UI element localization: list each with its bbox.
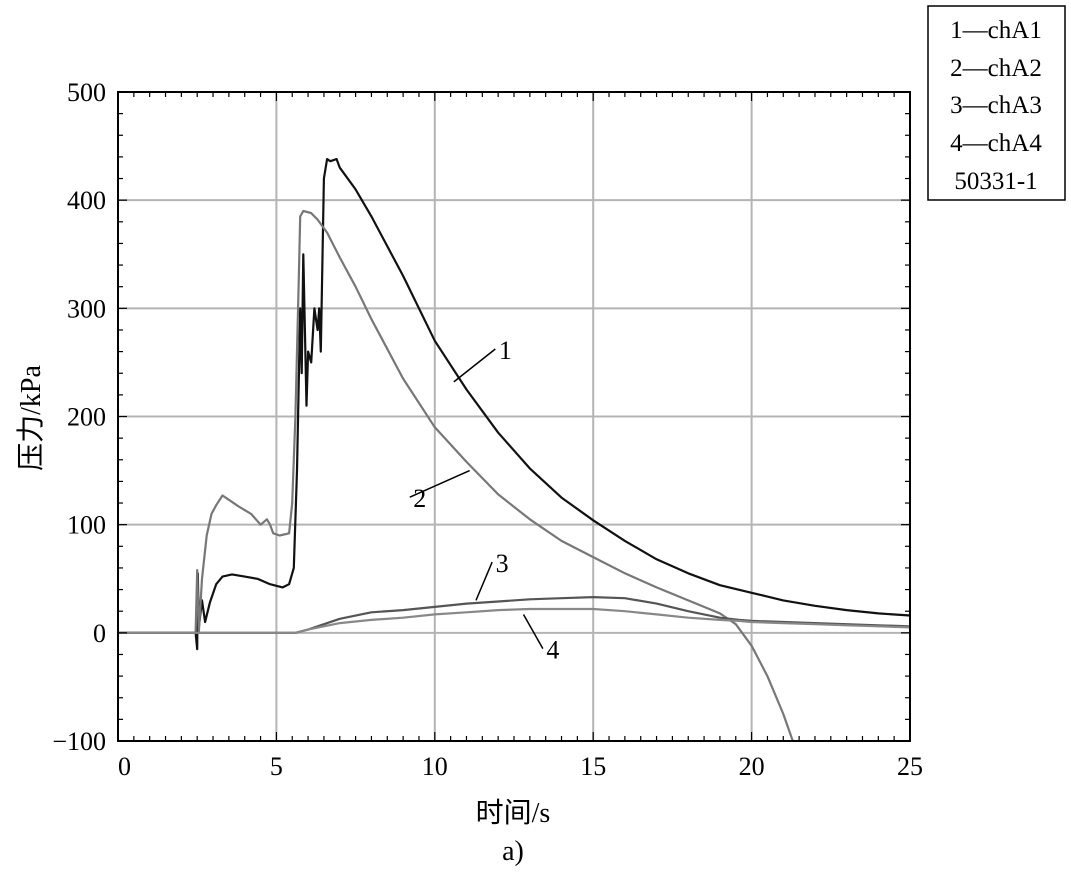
series-pointer-3 — [475, 561, 493, 601]
series-label-2: 2 — [413, 484, 426, 513]
y-axis-title: 压力/kPa — [15, 365, 47, 471]
series-line-1 — [118, 158, 911, 651]
figure-caption: a) — [502, 836, 524, 867]
legend-entry-4: 4—chA4 — [950, 130, 1042, 157]
x-tick-label-3: 15 — [580, 752, 606, 781]
legend-entry-1: 1—chA1 — [950, 17, 1042, 44]
y-tick-label-3: 200 — [67, 403, 106, 432]
legend: 1—chA1 2—chA2 3—chA3 4—chA4 50331-1 — [927, 5, 1066, 201]
y-tick-label-1: 0 — [93, 619, 106, 648]
series-line-4 — [118, 607, 911, 634]
series-label-4: 4 — [546, 636, 559, 665]
legend-entry-3: 3—chA3 — [950, 92, 1042, 119]
axis-ticks — [117, 91, 911, 742]
legend-box — [927, 5, 1066, 201]
y-tick-label-6: 500 — [67, 78, 106, 107]
tick-labels: 0 5 10 15 20 25 −100 0 100 200 300 400 500 — [52, 78, 923, 781]
x-tick-label-5: 25 — [897, 752, 923, 781]
y-tick-label-0: −100 — [52, 727, 106, 756]
y-tick-label-2: 100 — [67, 511, 106, 540]
series-line-2 — [118, 209, 794, 742]
x-axis-title: 时间/s — [476, 797, 551, 829]
series-lines — [118, 158, 911, 742]
y-tick-label-5: 400 — [67, 186, 106, 215]
x-tick-label-0: 0 — [118, 752, 131, 781]
series-pointer-1 — [453, 348, 496, 383]
series-label-1: 1 — [499, 336, 512, 365]
series-label-3: 3 — [496, 549, 509, 578]
y-tick-label-4: 300 — [67, 294, 106, 323]
series-pointer-4 — [522, 614, 544, 649]
grid-lines — [118, 92, 910, 741]
legend-entry-5: 50331-1 — [954, 168, 1037, 195]
x-tick-label-2: 10 — [422, 752, 448, 781]
series-pointer-2 — [409, 469, 470, 498]
series-labels: 1 2 3 4 — [409, 336, 559, 665]
legend-entry-2: 2—chA2 — [950, 55, 1042, 82]
x-tick-label-1: 5 — [270, 752, 283, 781]
x-tick-label-4: 20 — [739, 752, 765, 781]
